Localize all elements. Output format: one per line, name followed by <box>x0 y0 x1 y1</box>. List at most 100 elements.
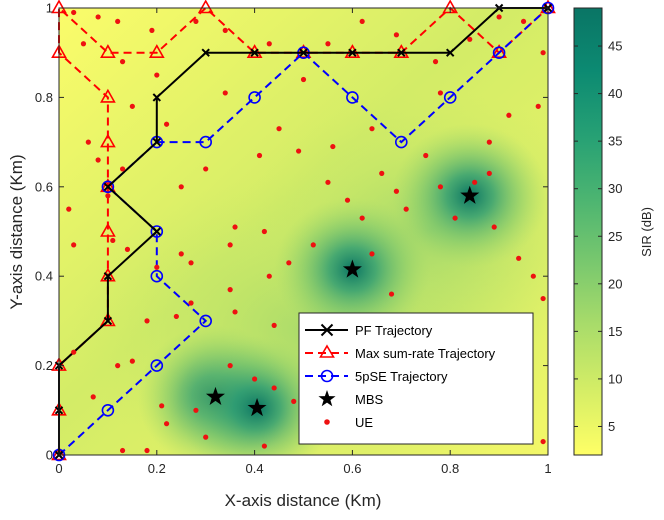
ue-point <box>188 260 194 266</box>
series-point <box>246 44 263 58</box>
series-point <box>101 180 115 194</box>
ue-point <box>296 148 302 154</box>
legend-entry-5pse: 5pSE Trajectory <box>305 369 448 384</box>
ue-point <box>535 103 541 109</box>
ue-point <box>388 291 395 297</box>
ue-point <box>256 152 263 159</box>
series-point <box>148 44 165 58</box>
ue-point <box>115 18 121 25</box>
ue-point <box>119 447 126 454</box>
legend-entry-ue: UE <box>324 415 373 430</box>
ue-point <box>540 438 546 445</box>
mbs-star <box>247 398 267 417</box>
legend-marker-ue <box>324 419 330 425</box>
ue-point <box>173 313 179 320</box>
series-point <box>348 48 357 57</box>
ue-point <box>115 363 121 369</box>
ue-point <box>95 14 101 20</box>
mbs-star <box>205 386 225 405</box>
ue-point <box>506 112 512 118</box>
ue-point <box>369 251 375 257</box>
ue-point <box>276 126 282 132</box>
x-tick-label: 0.8 <box>441 461 459 476</box>
ue-point <box>486 170 492 176</box>
ue-point <box>467 36 473 42</box>
ue-point <box>222 90 228 96</box>
legend-entry-mbs: MBS <box>318 390 384 407</box>
ue-point <box>432 59 439 65</box>
ue-point <box>520 18 527 25</box>
ue-point <box>325 179 331 185</box>
colorbar-gradient <box>574 8 602 455</box>
ue-point <box>110 237 116 244</box>
y-tick-label: 1 <box>46 1 53 16</box>
series-point <box>394 135 408 149</box>
ue-point <box>403 206 409 212</box>
ue-point <box>266 273 272 279</box>
ue-point <box>496 14 502 20</box>
series-point <box>443 91 457 104</box>
ue-point <box>144 318 150 324</box>
series-point <box>344 44 361 58</box>
legend-label-mbs: MBS <box>355 392 384 407</box>
ue-point <box>325 41 331 47</box>
ue-point <box>193 407 199 413</box>
ue-point <box>90 394 96 400</box>
ue-point <box>227 242 233 248</box>
ue-point <box>203 166 209 172</box>
ue-point <box>252 376 258 382</box>
ue-point <box>119 166 126 172</box>
colorbar-tick-label: 30 <box>608 181 622 196</box>
ue-point <box>271 322 277 328</box>
ue-point <box>66 206 72 212</box>
colorbar-tick-label: 10 <box>608 371 622 386</box>
ue-point <box>437 184 444 190</box>
series-point <box>197 0 214 14</box>
x-tick-label: 0.6 <box>343 461 361 476</box>
ue-point <box>193 18 199 25</box>
ue-point <box>540 295 546 302</box>
colorbar-tick-label: 5 <box>608 419 615 434</box>
plot-frame <box>58 7 549 456</box>
y-tick-label: 0.8 <box>35 90 53 105</box>
series-point <box>295 44 312 58</box>
ue-point <box>85 139 91 145</box>
ue-point <box>359 18 365 25</box>
series-point <box>103 182 113 192</box>
colorbar-tick-label: 20 <box>608 276 622 291</box>
ue-point <box>369 126 375 132</box>
series-point <box>250 48 259 57</box>
ue-point <box>516 255 522 261</box>
ue-point <box>393 188 400 194</box>
series-point <box>199 135 212 149</box>
y-tick-label: 0.4 <box>35 269 53 284</box>
series-point <box>393 44 410 58</box>
ue-point <box>530 273 536 279</box>
series-point <box>152 137 162 147</box>
colorbar-tick-label: 35 <box>608 134 622 149</box>
legend-marker-5pse <box>320 369 334 383</box>
colorbar-label: SIR (dB) <box>639 207 654 257</box>
legend-label-ue: UE <box>355 415 373 430</box>
y-tick-label: 0.6 <box>35 179 53 194</box>
ue-point <box>124 246 131 252</box>
ue-point <box>129 358 135 364</box>
ue-point <box>105 193 111 199</box>
series-point <box>100 44 116 58</box>
x-tick-label: 0.2 <box>148 461 166 476</box>
ue-point <box>232 309 238 315</box>
x-tick-label: 0.4 <box>246 461 264 476</box>
colorbar-frame <box>573 7 603 456</box>
ue-point <box>178 251 184 257</box>
ue-point <box>232 224 238 230</box>
ue-point <box>80 41 87 47</box>
series-point <box>248 91 261 104</box>
series-point <box>199 314 212 328</box>
series-point <box>150 269 164 283</box>
ue-point <box>71 349 77 355</box>
y-axis-label: Y-axis distance (Km) <box>7 154 26 309</box>
legend-entry-max-sum-rate: Max sum-rate Trajectory <box>305 344 496 361</box>
legend: PF Trajectory Max sum-rate Trajectory 5p… <box>298 312 534 445</box>
ue-point <box>119 59 126 65</box>
colorbar-tick-label: 45 <box>608 39 622 54</box>
